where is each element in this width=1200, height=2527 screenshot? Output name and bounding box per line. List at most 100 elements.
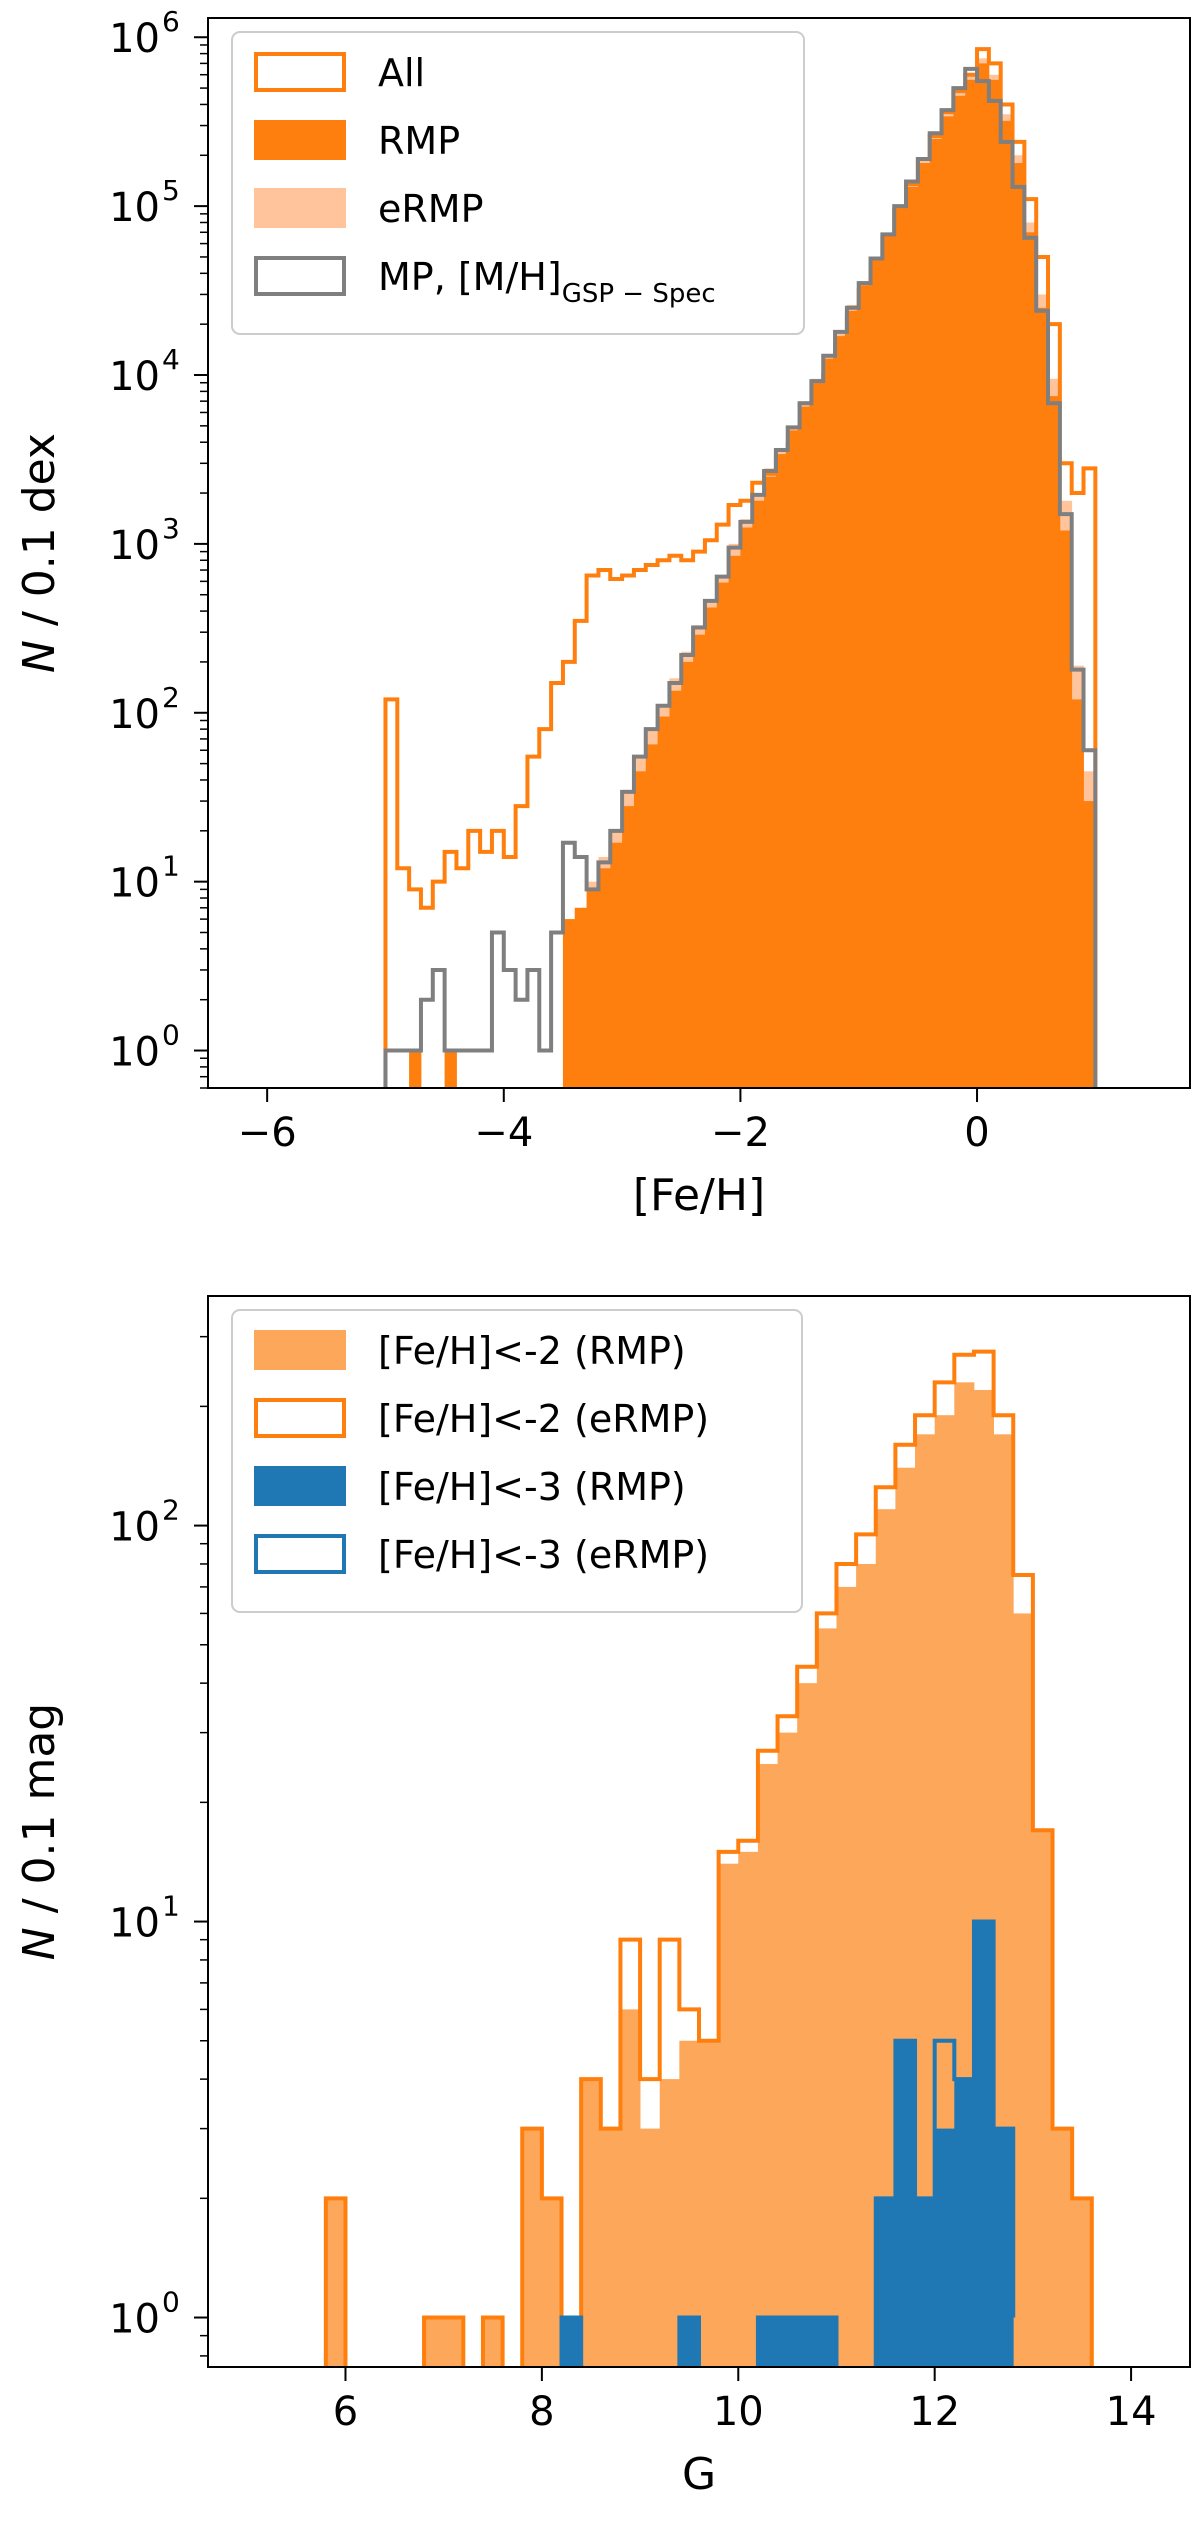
legend-label-subscript-mp: GSP − Spec <box>562 279 716 309</box>
y-tick-exponent-0: 0 <box>162 1019 180 1052</box>
y-tick-exponent-2: 2 <box>162 681 180 714</box>
legend-swatch-fe2ermp <box>254 1398 346 1438</box>
x-axis-label: [Fe/H] <box>633 1170 765 1221</box>
bar-rmp-41 <box>870 259 883 1088</box>
x-tick-label-2: −2 <box>711 1110 770 1156</box>
bar-fe-h-2-rmp-5 <box>424 2317 445 2367</box>
bar-fe-h-2-rmp-17 <box>659 2079 680 2367</box>
bar-rmp-42 <box>882 236 895 1088</box>
bar-fe-h-2-rmp-21 <box>738 1851 759 2367</box>
x-tick-label-1: 8 <box>529 2389 554 2435</box>
legend-label-text-fe2ermp: [Fe/H]<-2 (eRMP) <box>378 1397 709 1441</box>
y-axis-label: N / 0.1 dex <box>14 433 65 673</box>
bar-fe-h-3-rmp-6 <box>679 2317 700 2367</box>
y-axis-label: N / 0.1 mag <box>14 1703 65 1960</box>
bar-rmp-20 <box>622 806 635 1088</box>
legend-swatch-ermp <box>254 188 346 228</box>
y-tick-exponent-4: 4 <box>162 343 180 376</box>
y-tick-label-6: 10 <box>109 16 160 62</box>
bar-fe-h-3-rmp-20 <box>954 2079 975 2367</box>
bar-rmp-46 <box>929 138 942 1088</box>
bar-rmp-21 <box>633 771 647 1088</box>
y-tick-label-2: 10 <box>109 1505 160 1551</box>
legend-label-fe2ermp: [Fe/H]<-2 (eRMP) <box>378 1397 709 1441</box>
y-tick-label-3: 10 <box>109 523 160 569</box>
bar-rmp-16 <box>574 907 588 1088</box>
bar-fe-h-2-rmp-30 <box>915 1434 936 2367</box>
bar-fe-h-2-rmp-20 <box>718 1863 739 2367</box>
bar-fe-h-2-rmp-25 <box>816 1628 837 2367</box>
bar-fe-h-2-rmp-10 <box>522 2128 543 2367</box>
legend-label-ermp: eRMP <box>378 187 483 231</box>
y-axis-label-unit: / 0.1 mag <box>14 1703 65 1928</box>
bar-rmp-15 <box>562 919 576 1088</box>
data-layer <box>323 1349 1094 2367</box>
bar-rmp-17 <box>586 889 599 1088</box>
bar-fe-h-2-rmp-6 <box>443 2317 464 2367</box>
bar-rmp-30 <box>740 527 753 1088</box>
bar-fe-h-3-rmp-12 <box>797 2317 818 2367</box>
legend-label-text-fe3rmp: [Fe/H]<-3 (RMP) <box>378 1465 686 1509</box>
bar-rmp-50 <box>977 63 990 1088</box>
y-tick-exponent-3: 3 <box>162 512 180 545</box>
legend-label-text-fe2rmp: [Fe/H]<-2 (RMP) <box>378 1329 686 1373</box>
bar-fe-h-2-rmp-38 <box>1072 2198 1093 2367</box>
y-tick-exponent-5: 5 <box>162 174 180 207</box>
bar-rmp-47 <box>941 116 954 1088</box>
bar-rmp-56 <box>1048 396 1061 1088</box>
bar-rmp-32 <box>764 476 777 1088</box>
bar-rmp-44 <box>906 186 919 1088</box>
bar-rmp-49 <box>965 79 978 1088</box>
x-tick-label-3: 12 <box>909 2389 960 2435</box>
legend-swatch-rmp <box>254 120 346 160</box>
y-tick-exponent-6: 6 <box>162 5 180 38</box>
bar-fe-h-3-rmp-11 <box>777 2317 798 2367</box>
legend: [Fe/H]<-2 (RMP) [Fe/H]<-2 (eRMP) [Fe/H]<-3… <box>231 1309 803 1613</box>
bar-rmp-29 <box>728 555 741 1088</box>
bar-rmp-40 <box>858 285 871 1088</box>
bar-rmp-48 <box>953 95 966 1088</box>
bar-rmp-27 <box>704 607 718 1088</box>
x-tick-label-2: 10 <box>713 2389 764 2435</box>
legend-label-fe3rmp: [Fe/H]<-3 (RMP) <box>378 1465 686 1509</box>
bar-rmp-57 <box>1059 530 1073 1088</box>
bar-rmp-28 <box>716 582 729 1088</box>
bar-fe-h-2-rmp-27 <box>856 1563 877 2367</box>
x-tick-label-0: −6 <box>238 1110 297 1156</box>
bar-fe-h-3-rmp-0 <box>561 2317 582 2367</box>
bar-rmp-55 <box>1036 307 1049 1088</box>
bar-rmp-54 <box>1024 232 1037 1088</box>
x-axis-label: G <box>682 2449 716 2500</box>
bar-rmp-38 <box>835 336 848 1088</box>
y-tick-label-1: 10 <box>109 861 160 907</box>
bar-rmp-53 <box>1012 163 1025 1088</box>
bar-fe-h-2-rmp-28 <box>875 1509 896 2367</box>
legend-label-rmp: RMP <box>378 119 460 163</box>
plot-frame <box>207 17 1191 1089</box>
bar-fe-h-2-rmp-18 <box>679 2040 700 2367</box>
bar-fe-h-2-rmp-35 <box>1013 1613 1034 2367</box>
bar-rmp-58 <box>1071 699 1084 1088</box>
bar-fe-h-3-rmp-22 <box>993 2128 1014 2367</box>
bar-rmp-18 <box>598 868 611 1088</box>
bar-fe-h-2-rmp-19 <box>699 2040 720 2367</box>
legend-label-all: All <box>378 51 425 95</box>
bar-fe-h-2-rmp-23 <box>777 1732 798 2367</box>
legend-swatch-fe3rmp <box>254 1466 346 1506</box>
series-line-fe-h-2-ermp <box>323 1349 1094 2367</box>
bar-rmp-23 <box>657 716 670 1088</box>
bar-fe-h-2-rmp-15 <box>620 2009 641 2367</box>
legend-swatch-fe2rmp <box>254 1330 346 1370</box>
bar-rmp-59 <box>1083 801 1096 1088</box>
x-tick-label-0: 6 <box>333 2389 358 2435</box>
y-tick-label-2: 10 <box>109 692 160 738</box>
bar-fe-h-3-rmp-18 <box>915 2198 936 2367</box>
bar-rmp-39 <box>846 310 860 1088</box>
bar-fe-h-2-rmp-14 <box>600 2128 621 2367</box>
y-tick-label-4: 10 <box>109 354 160 400</box>
legend-label-fe3ermp: [Fe/H]<-3 (eRMP) <box>378 1533 709 1577</box>
y-tick-exponent-2: 2 <box>162 1494 180 1527</box>
